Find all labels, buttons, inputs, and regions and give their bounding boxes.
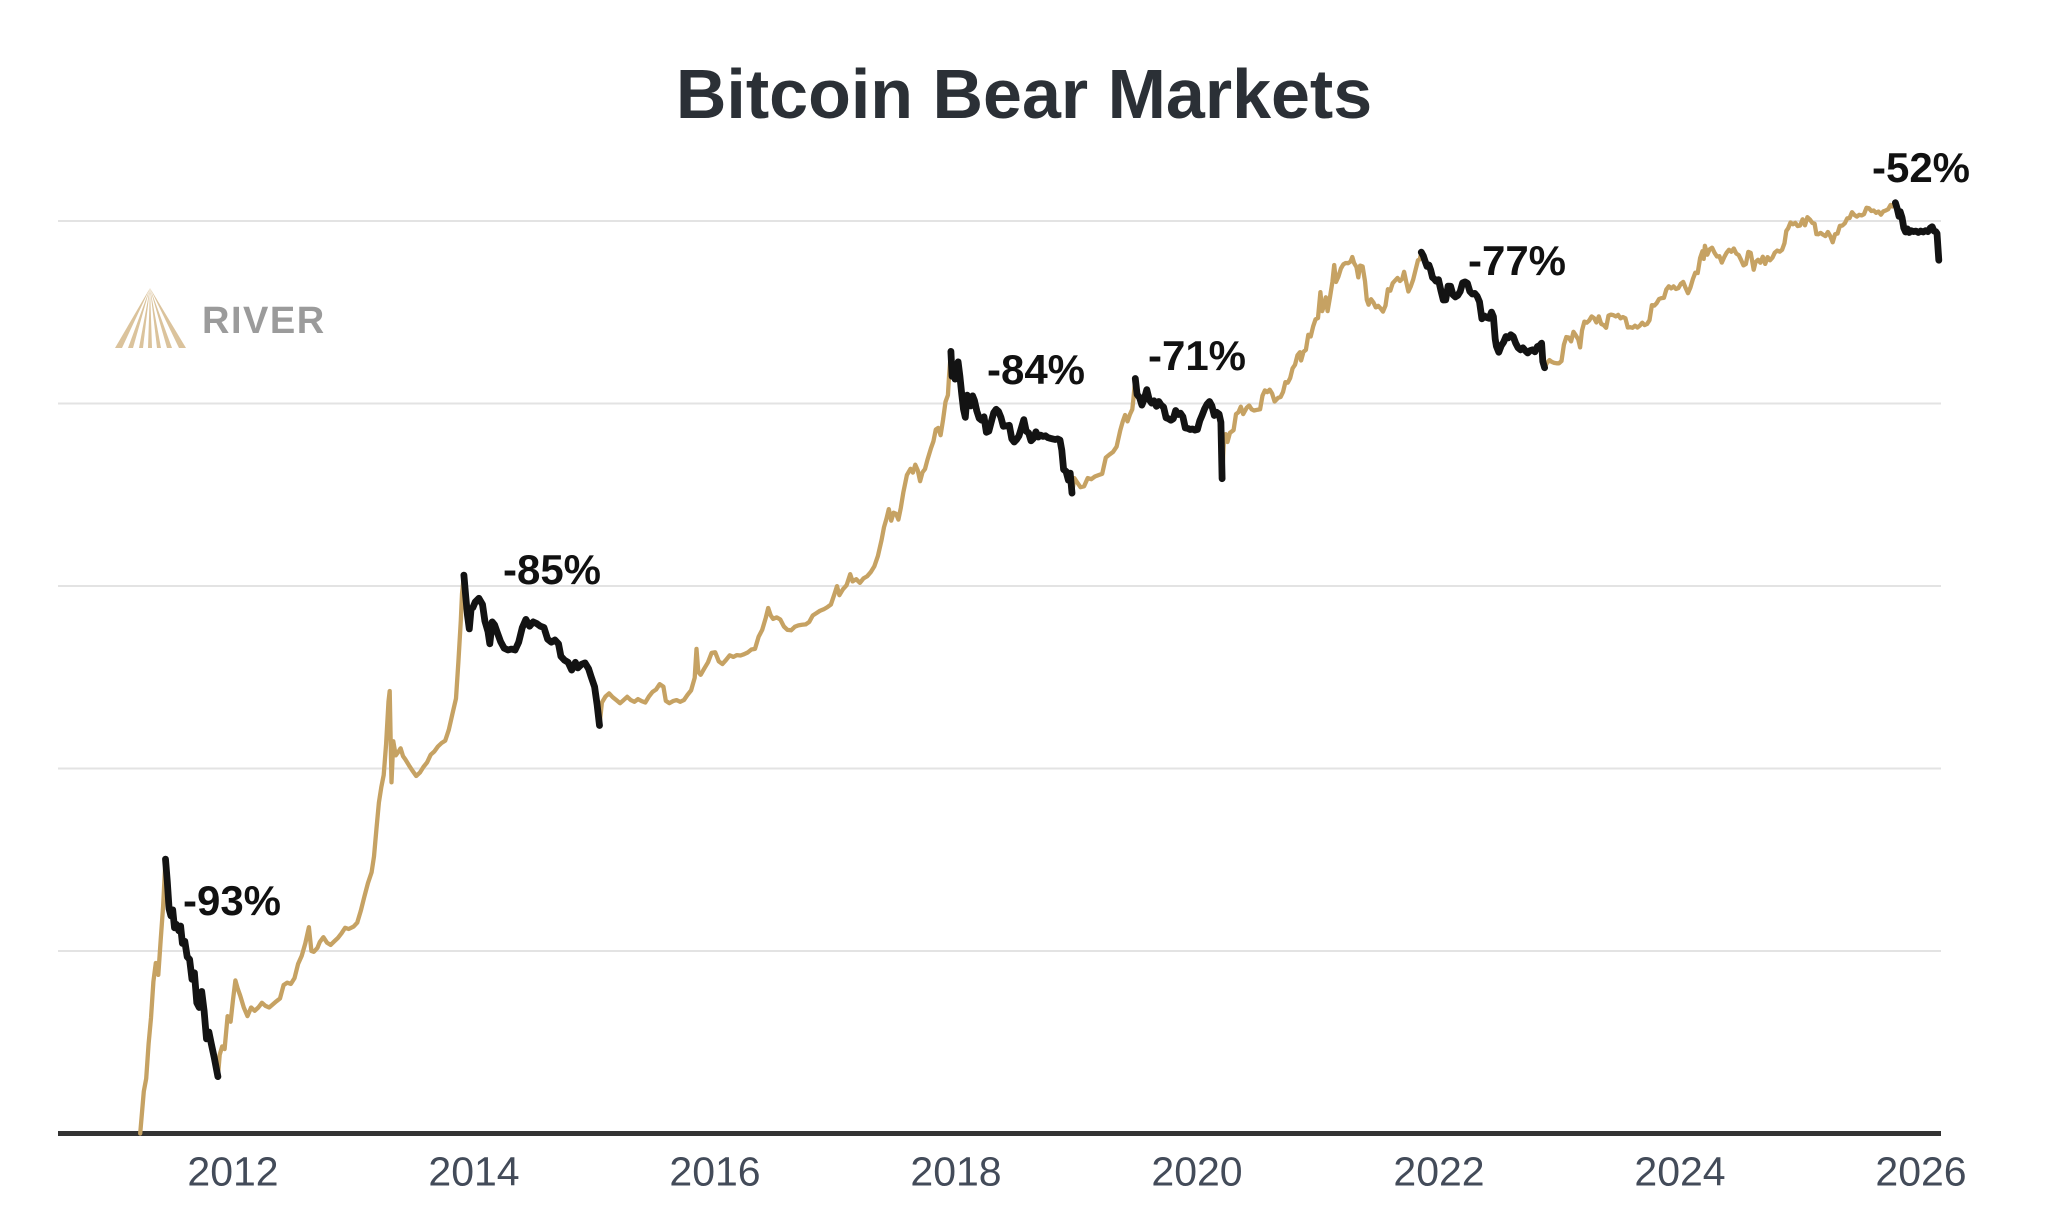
bear-market-label--77%: -77% [1467, 237, 1567, 284]
bear-segment--71% [1131, 375, 1226, 483]
bear-market-label--93%: -93% [182, 877, 282, 924]
price-line [138, 200, 1941, 1136]
bear-segment--84% [947, 348, 1076, 497]
bear-segment--77% [1417, 248, 1548, 372]
river-fan-ray [150, 288, 161, 348]
river-fan-ray [150, 288, 186, 348]
bear-segment--85% [460, 571, 603, 729]
bear-segment--93% [162, 855, 222, 1080]
x-tick-label-2012: 2012 [187, 1148, 279, 1195]
x-tick-label-2016: 2016 [669, 1148, 761, 1195]
bear-market-label--71%: -71% [1147, 332, 1247, 379]
x-tick-label-2018: 2018 [910, 1148, 1002, 1195]
river-fan-icon [112, 286, 188, 355]
river-fan-ray [139, 288, 150, 348]
bear-market-label--52%: -52% [1871, 144, 1971, 191]
x-tick-label-2014: 2014 [428, 1148, 520, 1195]
river-logo: RIVER [112, 286, 326, 355]
river-fan-ray [148, 288, 152, 348]
river-fan-ray [150, 288, 172, 348]
chart-title: Bitcoin Bear Markets [675, 55, 1373, 133]
bear-segment--52% [1892, 199, 1943, 264]
bear-market-label--85%: -85% [502, 546, 602, 593]
river-logo-text: RIVER [202, 299, 326, 342]
river-fan-ray [115, 288, 150, 348]
x-tick-label-2020: 2020 [1151, 1148, 1243, 1195]
x-tick-label-2026: 2026 [1875, 1148, 1967, 1195]
x-tick-label-2024: 2024 [1634, 1148, 1726, 1195]
bear-market-label--84%: -84% [986, 346, 1086, 393]
river-fan-ray [128, 288, 150, 348]
x-tick-label-2022: 2022 [1393, 1148, 1485, 1195]
